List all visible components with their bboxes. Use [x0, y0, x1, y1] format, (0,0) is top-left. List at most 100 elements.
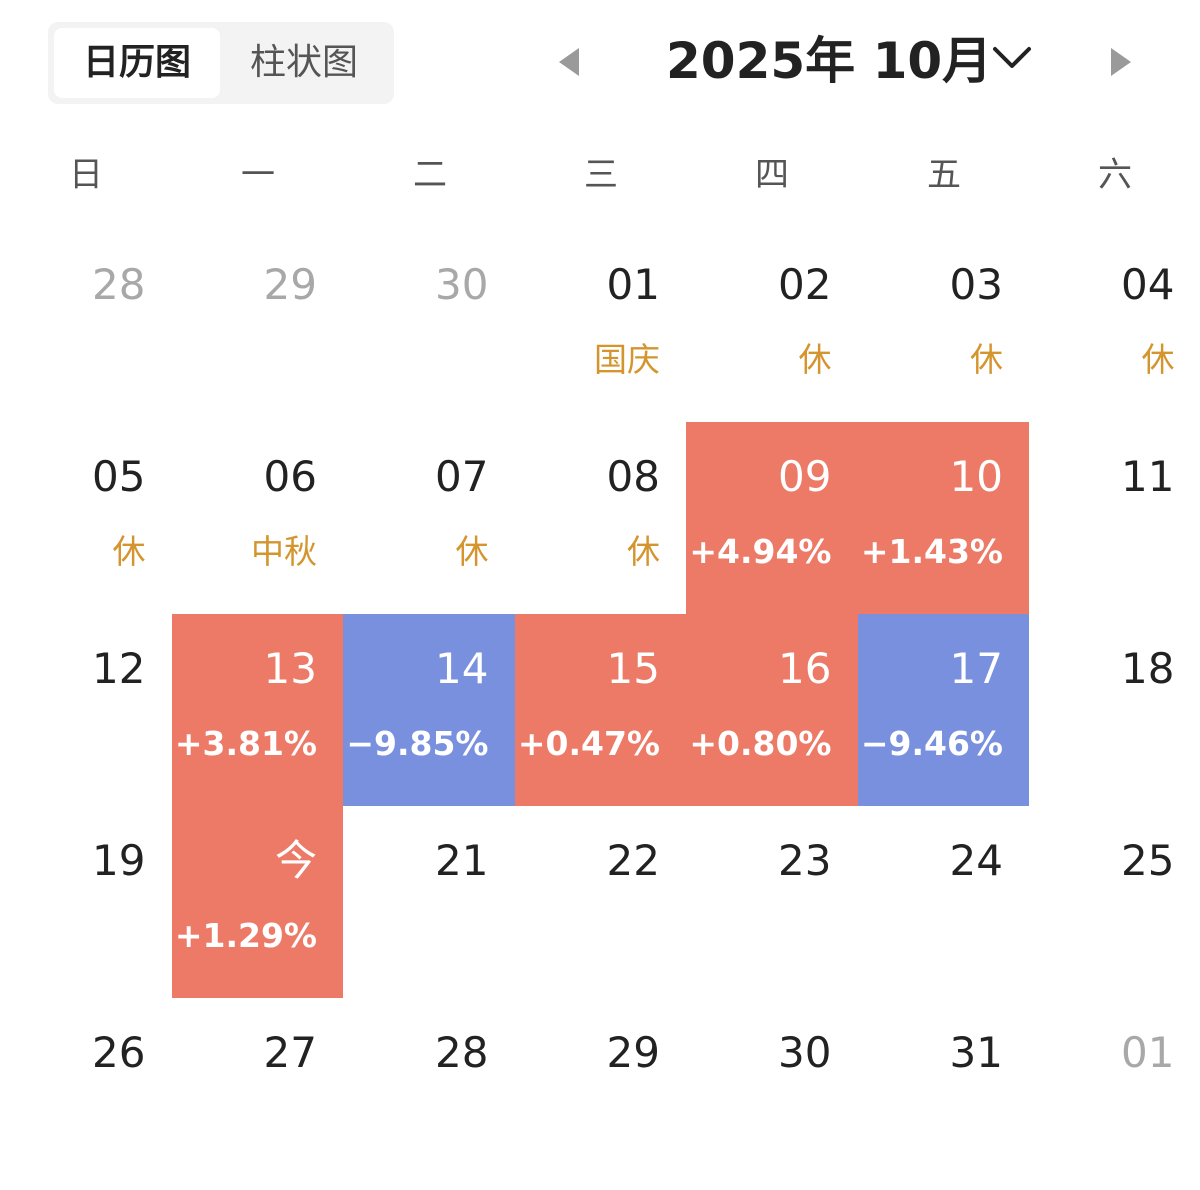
calendar-day-cell[interactable]: 01 国庆 — [515, 230, 687, 422]
day-number: 10 — [949, 452, 1003, 501]
tab-bar-chart-view[interactable]: 柱状图 — [249, 42, 358, 83]
month-title[interactable]: 2025年 10月 — [666, 32, 993, 90]
calendar-day-cell[interactable]: 31 — [858, 998, 1030, 1190]
day-number: 13 — [263, 644, 317, 693]
day-number: 18 — [1121, 644, 1175, 693]
day-number: 19 — [92, 836, 146, 885]
day-number: 03 — [949, 260, 1003, 309]
calendar-day-cell[interactable]: 24 — [858, 806, 1030, 998]
change-percent: +1.43% — [860, 532, 1003, 571]
calendar-day-cell[interactable]: 18 — [1029, 614, 1200, 806]
day-number: 27 — [263, 1028, 317, 1077]
day-number: 30 — [435, 260, 489, 309]
holiday-label: 休 — [970, 340, 1003, 379]
holiday-label: 国庆 — [594, 340, 660, 379]
change-percent: +0.47% — [517, 724, 660, 763]
calendar-day-cell[interactable]: 12 — [0, 614, 172, 806]
calendar-day-cell[interactable]: 21 — [343, 806, 515, 998]
calendar-day-cell[interactable]: 09 +4.94% — [686, 422, 858, 614]
calendar-day-cell[interactable]: 28 — [0, 230, 172, 422]
holiday-label: 休 — [112, 532, 146, 571]
calendar-day-cell[interactable]: 03 休 — [858, 230, 1030, 422]
weekday-label: 六 — [1098, 155, 1132, 195]
weekday-label: 五 — [927, 155, 961, 195]
change-percent: +3.81% — [174, 724, 317, 763]
day-number: 14 — [435, 644, 489, 693]
calendar-day-cell[interactable]: 30 — [343, 230, 515, 422]
day-number: 15 — [606, 644, 660, 693]
holiday-label: 休 — [627, 532, 660, 571]
calendar-day-cell[interactable]: 25 — [1029, 806, 1200, 998]
day-number: 09 — [778, 452, 832, 501]
calendar-day-cell[interactable]: 08 休 — [515, 422, 687, 614]
day-number: 07 — [435, 452, 489, 501]
calendar-day-cell[interactable]: 30 — [686, 998, 858, 1190]
calendar-day-cell[interactable]: 05 休 — [0, 422, 172, 614]
change-percent: +0.80% — [689, 724, 832, 763]
calendar-day-cell[interactable]: 26 — [0, 998, 172, 1190]
change-percent: +1.29% — [174, 916, 317, 955]
triangle-left-icon[interactable] — [559, 48, 579, 76]
day-number: 26 — [92, 1028, 146, 1077]
day-number: 05 — [92, 452, 146, 501]
calendar-day-cell[interactable]: 02 休 — [686, 230, 858, 422]
day-number: 24 — [949, 836, 1003, 885]
day-number: 06 — [263, 452, 317, 501]
day-number: 22 — [606, 836, 660, 885]
day-number: 17 — [949, 644, 1003, 693]
day-number: 31 — [949, 1028, 1003, 1077]
calendar-day-cell[interactable]: 29 — [172, 230, 344, 422]
holiday-label: 休 — [455, 532, 489, 571]
calendar-day-cell[interactable]: 01 — [1029, 998, 1200, 1190]
holiday-label: 中秋 — [251, 532, 317, 571]
weekday-label: 三 — [584, 155, 618, 195]
calendar-day-cell[interactable]: 13 +3.81% — [171, 614, 343, 806]
weekday-label: 日 — [69, 155, 103, 195]
day-number: 29 — [606, 1028, 660, 1077]
day-number: 21 — [435, 836, 489, 885]
day-number: 30 — [778, 1028, 832, 1077]
calendar-day-cell[interactable]: 19 — [0, 806, 172, 998]
day-number: 16 — [778, 644, 832, 693]
calendar-day-cell[interactable]: 15 +0.47% — [514, 614, 686, 806]
calendar-day-cell[interactable]: 28 — [343, 998, 515, 1190]
change-percent: +4.94% — [689, 532, 832, 571]
day-number: 01 — [606, 260, 660, 309]
day-number: 11 — [1121, 452, 1175, 501]
day-number: 今 — [274, 836, 317, 885]
calendar-day-cell[interactable]: 16 +0.80% — [686, 614, 858, 806]
calendar-day-cell[interactable]: 04 休 — [1029, 230, 1200, 422]
calendar-day-cell[interactable]: 22 — [515, 806, 687, 998]
triangle-right-icon[interactable] — [1111, 48, 1131, 76]
calendar-day-cell[interactable]: 07 休 — [343, 422, 515, 614]
tab-calendar-view[interactable]: 日历图 — [54, 28, 220, 98]
change-percent: −9.46% — [860, 724, 1003, 763]
weekday-label: 二 — [413, 155, 447, 195]
calendar-day-cell[interactable]: 06 中秋 — [172, 422, 344, 614]
day-number: 23 — [778, 836, 832, 885]
view-tabs: 日历图 柱状图 — [48, 22, 394, 104]
day-number: 08 — [606, 452, 660, 501]
weekday-header: 日 一 二 三 四 五 六 — [0, 150, 1200, 200]
calendar-grid: 28 29 30 01 国庆 02 休 03 休 04 休 05 休 06 中秋 07 休 08 休 09 +4.94%… — [0, 230, 1200, 1190]
calendar-day-cell[interactable]: 29 — [515, 998, 687, 1190]
day-number: 02 — [778, 260, 832, 309]
day-number: 04 — [1121, 260, 1175, 309]
calendar-day-cell[interactable]: 10 +1.43% — [857, 422, 1029, 614]
weekday-label: 一 — [241, 155, 275, 195]
day-number: 29 — [263, 260, 317, 309]
holiday-label: 休 — [1141, 340, 1175, 379]
calendar-day-cell[interactable]: 11 — [1029, 422, 1200, 614]
day-number: 25 — [1121, 836, 1175, 885]
day-number: 12 — [92, 644, 146, 693]
calendar-day-cell[interactable]: 17 −9.46% — [857, 614, 1029, 806]
chevron-down-icon[interactable] — [992, 44, 1032, 72]
calendar-day-cell[interactable]: 23 — [686, 806, 858, 998]
change-percent: −9.85% — [346, 724, 489, 763]
calendar-day-cell[interactable]: 14 −9.85% — [343, 614, 515, 806]
calendar-day-cell[interactable]: 今 +1.29% — [171, 806, 343, 998]
day-number: 01 — [1121, 1028, 1175, 1077]
weekday-label: 四 — [755, 155, 789, 195]
day-number: 28 — [435, 1028, 489, 1077]
calendar-day-cell[interactable]: 27 — [172, 998, 344, 1190]
